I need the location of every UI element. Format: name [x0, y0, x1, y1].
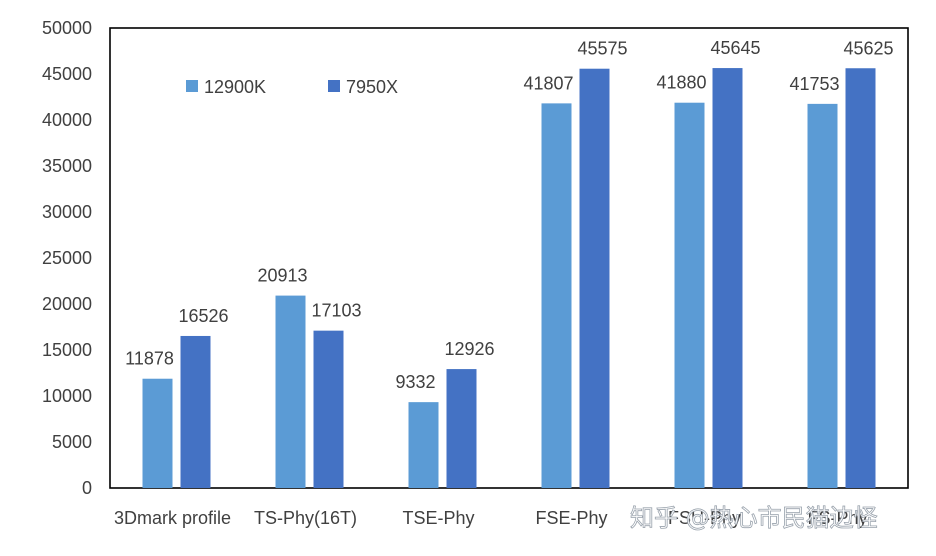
- y-tick-label: 40000: [42, 110, 92, 130]
- x-category-label: 3Dmark profile: [114, 508, 231, 528]
- data-label-7950X: 17103: [311, 301, 361, 321]
- x-category-label: TSE-Phy: [402, 508, 474, 528]
- y-tick-label: 35000: [42, 156, 92, 176]
- bar-7950X: [845, 68, 876, 488]
- legend-label-7950X: 7950X: [346, 77, 398, 97]
- data-label-12900K: 11878: [125, 349, 174, 369]
- y-tick-label: 30000: [42, 202, 92, 222]
- data-label-7950X: 45625: [843, 38, 893, 58]
- x-category-label: TS-Phy(16T): [254, 508, 357, 528]
- bar-12900K: [275, 295, 306, 488]
- data-label-7950X: 16526: [178, 306, 228, 326]
- bar-12900K: [541, 103, 572, 488]
- bar-7950X: [446, 369, 477, 488]
- data-label-7950X: 12926: [444, 339, 494, 359]
- y-tick-label: 45000: [42, 64, 92, 84]
- data-label-12900K: 20913: [257, 266, 307, 286]
- bar-12900K: [674, 102, 705, 488]
- bars: [142, 68, 876, 489]
- y-tick-label: 15000: [42, 340, 92, 360]
- legend-swatch-12900K: [186, 80, 198, 92]
- data-label-7950X: 45575: [577, 39, 627, 59]
- bar-7950X: [180, 335, 211, 488]
- watermark-text: 知乎 @热心市民猫边怪: [630, 504, 878, 532]
- bar-7950X: [712, 68, 743, 488]
- data-label-7950X: 45645: [710, 38, 760, 58]
- bar-7950X: [313, 330, 344, 488]
- y-tick-label: 10000: [42, 386, 92, 406]
- x-category-label: FSU-Phy: [668, 508, 741, 528]
- data-label-12900K: 9332: [395, 372, 435, 392]
- plot-frame: [109, 27, 909, 489]
- bar-12900K: [142, 378, 173, 488]
- y-tick-label: 50000: [42, 18, 92, 38]
- y-tick-label: 0: [82, 478, 92, 498]
- bar-7950X: [579, 68, 610, 489]
- legend-label-12900K: 12900K: [204, 77, 266, 97]
- data-label-12900K: 41753: [789, 74, 839, 94]
- x-axis-categories: 3Dmark profile TS-Phy(16T) TSE-Phy FSE-Phy F…: [114, 508, 868, 528]
- legend-swatch-7950X: [328, 80, 340, 92]
- x-category-label: FS-Phy: [807, 508, 867, 528]
- data-label-12900K: 41807: [523, 73, 573, 93]
- legend: 12900K 7950X: [186, 77, 398, 97]
- bar-12900K: [807, 103, 838, 488]
- x-category-label: FSE-Phy: [535, 508, 607, 528]
- bar-12900K: [408, 402, 439, 488]
- y-tick-label: 25000: [42, 248, 92, 268]
- y-axis-ticks: 0 5000 10000 15000 20000 25000 30000 35000 40000…: [42, 18, 92, 498]
- y-tick-label: 5000: [52, 432, 92, 452]
- y-tick-label: 20000: [42, 294, 92, 314]
- data-label-12900K: 41880: [656, 73, 706, 93]
